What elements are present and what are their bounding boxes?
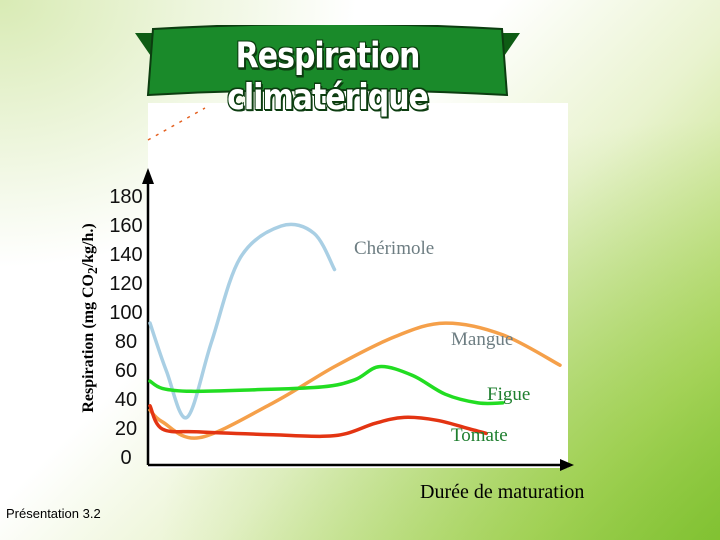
series-label-mangue: Mangue xyxy=(451,329,514,350)
footer-label: Présentation 3.2 xyxy=(6,506,101,521)
chart-panel xyxy=(148,103,568,468)
y-axis-arrowhead xyxy=(142,168,154,184)
y-tick-label: 180 xyxy=(109,186,143,208)
series-label-figue: Figue xyxy=(487,384,531,405)
y-tick-label: 120 xyxy=(109,273,143,295)
title-banner-body xyxy=(146,25,509,97)
y-tick-label: 20 xyxy=(114,418,138,440)
series-line-figue xyxy=(148,364,505,406)
y-tick-label: 60 xyxy=(114,360,138,382)
title-banner xyxy=(135,25,520,97)
series-line-tomate xyxy=(148,404,488,439)
y-tick-label: 40 xyxy=(114,389,138,411)
series-label-cherimole: Chérimole xyxy=(354,238,435,259)
series-label-tomate: Tomate xyxy=(451,425,508,446)
x-axis-arrowhead xyxy=(560,459,574,471)
series-line-cherimole xyxy=(148,222,337,420)
y-tick-label: 100 xyxy=(109,302,143,324)
y-tick-label: 0 xyxy=(120,447,132,469)
stray-dashed-line xyxy=(147,107,206,141)
x-axis-label: Durée de maturation xyxy=(420,481,585,503)
slide-title: Respiration climatérique xyxy=(227,35,429,119)
y-tick-label: 140 xyxy=(109,244,143,266)
y-tick-label: 160 xyxy=(109,215,143,237)
y-tick-label: 80 xyxy=(114,331,138,353)
